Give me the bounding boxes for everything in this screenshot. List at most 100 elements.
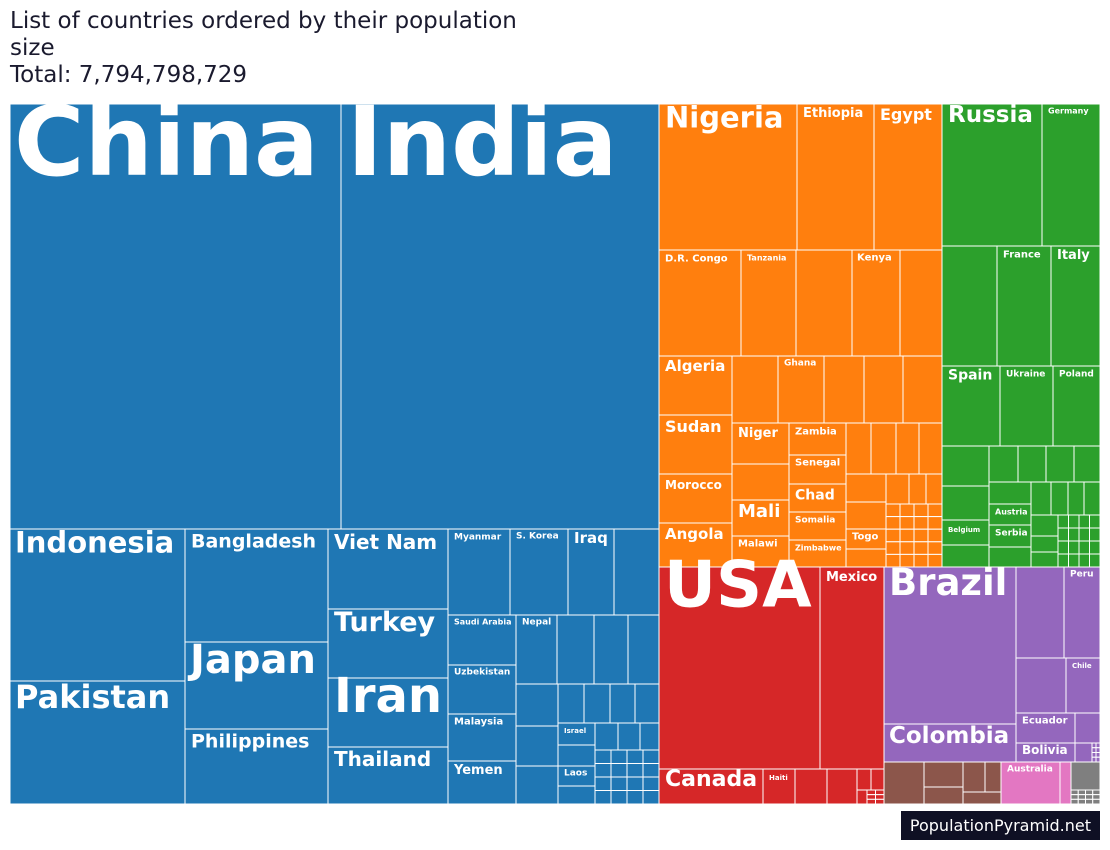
tile-australia[interactable] [1000, 761, 1061, 805]
tile[interactable] [626, 776, 644, 791]
tile-s-korea[interactable] [509, 528, 569, 616]
tile[interactable] [962, 791, 1002, 805]
tile[interactable] [610, 776, 628, 791]
tile[interactable] [925, 473, 943, 505]
tile-uzbekistan[interactable] [447, 664, 517, 715]
tile[interactable] [1067, 481, 1085, 516]
tile[interactable] [627, 614, 660, 685]
tile-ghana[interactable] [777, 355, 825, 424]
tile[interactable] [1015, 566, 1065, 659]
tile-kenya[interactable] [851, 249, 901, 357]
tile[interactable] [941, 245, 998, 367]
tile[interactable] [515, 683, 559, 727]
tile[interactable] [626, 763, 644, 778]
tile[interactable] [1095, 756, 1101, 763]
tile[interactable] [927, 516, 943, 530]
tile[interactable] [556, 614, 595, 685]
tile[interactable] [609, 683, 636, 724]
tile[interactable] [988, 481, 1032, 505]
tile[interactable] [1057, 540, 1069, 555]
tile[interactable] [1068, 553, 1080, 568]
tile[interactable] [866, 789, 876, 796]
tile[interactable] [870, 422, 897, 475]
tile[interactable] [1030, 551, 1059, 568]
tile[interactable] [617, 722, 641, 751]
tile[interactable] [885, 541, 901, 555]
tile[interactable] [639, 722, 660, 751]
tile[interactable] [885, 528, 901, 543]
tile[interactable] [1015, 657, 1067, 714]
tile[interactable] [557, 785, 596, 805]
tile-france[interactable] [996, 245, 1052, 367]
tile[interactable] [1070, 794, 1079, 800]
tile[interactable] [1078, 553, 1090, 568]
tile-zambia[interactable] [788, 422, 847, 456]
tile[interactable] [899, 528, 915, 543]
tile[interactable] [866, 798, 876, 805]
tile[interactable] [731, 355, 779, 424]
tile[interactable] [913, 541, 929, 555]
tile[interactable] [594, 763, 612, 778]
tile[interactable] [988, 445, 1019, 483]
tile[interactable] [899, 249, 943, 357]
tile[interactable] [1074, 742, 1093, 763]
tile[interactable] [1091, 756, 1097, 763]
tile[interactable] [1091, 752, 1097, 758]
tile[interactable] [1050, 481, 1069, 516]
tile[interactable] [593, 614, 629, 685]
tile[interactable] [923, 761, 964, 788]
tile[interactable] [610, 790, 628, 805]
tile-ethiopia[interactable] [796, 103, 875, 251]
tile[interactable] [927, 503, 943, 518]
tile-germany[interactable] [1041, 103, 1101, 247]
tile[interactable] [515, 765, 559, 805]
tile[interactable] [1091, 747, 1097, 753]
tile[interactable] [845, 501, 887, 530]
tile[interactable] [866, 794, 876, 800]
tile[interactable] [902, 355, 943, 424]
tile[interactable] [1092, 789, 1101, 796]
tile[interactable] [1078, 540, 1090, 555]
tile[interactable] [941, 485, 990, 521]
tile[interactable] [863, 355, 904, 424]
tile[interactable] [885, 473, 910, 505]
tile-russia[interactable] [941, 103, 1043, 247]
tile-iraq[interactable] [567, 528, 615, 616]
tile[interactable] [1085, 794, 1094, 800]
tile-colombia[interactable] [883, 723, 1017, 763]
tile[interactable] [642, 790, 660, 805]
tile[interactable] [845, 422, 872, 475]
tile-tanzania[interactable] [740, 249, 797, 357]
tile[interactable] [923, 786, 964, 805]
tile[interactable] [895, 422, 920, 475]
tile[interactable] [875, 794, 885, 800]
tile[interactable] [1092, 798, 1101, 805]
tile[interactable] [899, 503, 915, 518]
tile[interactable] [875, 789, 885, 796]
tile-morocco[interactable] [658, 473, 733, 524]
tile-haiti[interactable] [762, 768, 796, 805]
tile[interactable] [885, 503, 901, 518]
tile[interactable] [913, 516, 929, 530]
tile[interactable] [1070, 798, 1079, 805]
tile[interactable] [845, 473, 887, 503]
tile[interactable] [557, 683, 585, 724]
tile-japan[interactable] [184, 641, 329, 730]
tile[interactable] [962, 761, 986, 793]
tile[interactable] [1091, 742, 1097, 749]
tile[interactable] [1092, 794, 1101, 800]
tile-egypt[interactable] [873, 103, 943, 251]
tile[interactable] [984, 761, 1002, 793]
tile[interactable] [1057, 514, 1069, 529]
tile[interactable] [875, 798, 885, 805]
tile[interactable] [1077, 789, 1086, 796]
tile[interactable] [1089, 540, 1101, 555]
tile[interactable] [642, 776, 660, 791]
tile[interactable] [845, 548, 887, 568]
tile[interactable] [613, 528, 660, 616]
tile-turkey[interactable] [327, 608, 449, 679]
tile[interactable] [826, 768, 858, 805]
tile[interactable] [610, 749, 628, 764]
tile[interactable] [823, 355, 865, 424]
tile[interactable] [594, 722, 619, 751]
